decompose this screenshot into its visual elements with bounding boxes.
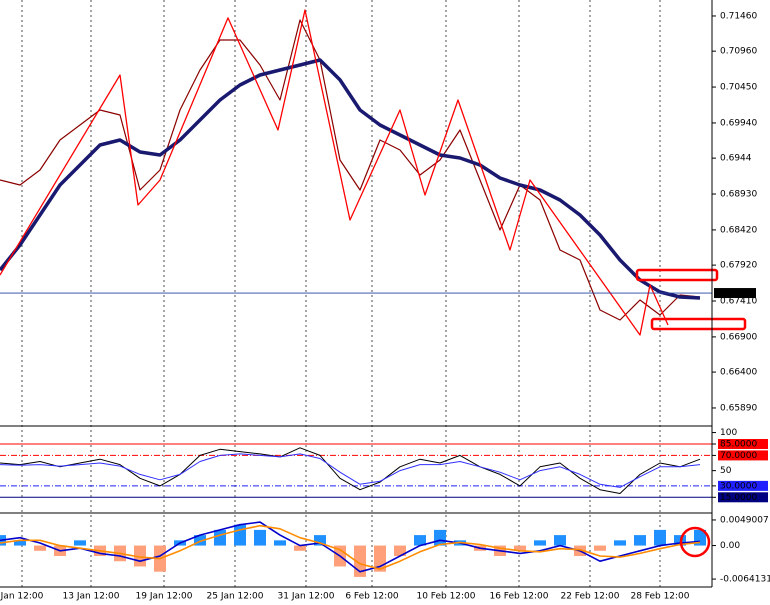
- annotation-circle: [679, 526, 711, 558]
- y-tick-label: 30.0000: [720, 481, 757, 491]
- x-tick-label: 10 Feb 12:00: [416, 592, 475, 602]
- y-tick-label: 0.65890: [720, 403, 757, 413]
- histogram-bar: [594, 545, 606, 551]
- series-line: [0, 521, 701, 573]
- level-label-box: [718, 492, 768, 503]
- histogram-bar: [34, 545, 46, 551]
- y-tick-label: 0.67410: [720, 296, 757, 306]
- y-tick-label: 0.68930: [720, 190, 757, 200]
- histogram-bar: [514, 545, 526, 551]
- y-tick-label: 0.0049007: [720, 515, 769, 525]
- histogram-bar: [394, 545, 406, 557]
- x-tick-label: 13 Jan 12:00: [63, 592, 120, 602]
- histogram-bar: [634, 535, 646, 546]
- y-tick-label: 0.66900: [720, 332, 757, 342]
- y-tick-label: -0.0064131: [720, 575, 770, 585]
- histogram-bar: [654, 529, 666, 546]
- x-tick-label: 28 Feb 12:00: [630, 592, 689, 602]
- series-line: [0, 447, 701, 494]
- histogram-bar: [294, 545, 306, 551]
- x-tick-label: 16 Feb 12:00: [489, 592, 548, 602]
- series-line: [0, 19, 701, 321]
- annotation-box: [635, 268, 719, 282]
- series-line: [0, 453, 701, 488]
- y-tick-label: 15.0000: [720, 493, 757, 503]
- annotation-box: [650, 317, 747, 331]
- y-tick-label: 0.67920: [720, 261, 757, 271]
- histogram-bar: [194, 535, 206, 546]
- level-label-box: [718, 438, 768, 449]
- y-tick-label: 0.69940: [720, 118, 757, 128]
- x-tick-label: 6 Feb 12:00: [345, 592, 399, 602]
- histogram-bar: [254, 529, 266, 546]
- histogram-bar: [274, 540, 286, 546]
- level-label-box: [718, 450, 768, 461]
- histogram-bar: [314, 535, 326, 546]
- series-line: [0, 9, 669, 336]
- y-tick-label: 0.68420: [720, 225, 757, 235]
- x-tick-label: Jan 12:00: [0, 592, 44, 602]
- histogram-bar: [234, 524, 246, 546]
- y-tick-label: 70.0000: [720, 451, 757, 461]
- series-line: [0, 58, 701, 300]
- y-tick-label: 100: [720, 428, 737, 438]
- level-label-box: [718, 480, 768, 491]
- x-tick-label: 25 Jan 12:00: [207, 592, 264, 602]
- histogram-bar: [214, 529, 226, 546]
- histogram-bar: [554, 535, 566, 546]
- y-tick-label: 0.6944: [720, 154, 752, 164]
- histogram-bar: [434, 529, 446, 546]
- y-tick-label: 0.71460: [720, 11, 757, 21]
- y-tick-label: 0.70450: [720, 83, 757, 93]
- histogram-bar: [14, 540, 26, 546]
- x-tick-label: 19 Jan 12:00: [136, 592, 193, 602]
- histogram-bar: [74, 540, 86, 546]
- histogram-bar: [534, 540, 546, 546]
- y-tick-label: 0.70960: [720, 47, 757, 57]
- x-tick-label: 22 Feb 12:00: [560, 592, 619, 602]
- x-tick-label: 31 Jan 12:00: [278, 592, 335, 602]
- y-tick-label: 0.00: [720, 541, 740, 551]
- histogram-bar: [614, 540, 626, 546]
- series-line: [0, 524, 701, 570]
- current-price-label: 0.67523: [716, 289, 753, 299]
- y-tick-label: 85.0000: [720, 439, 757, 449]
- current-price-box: [714, 288, 756, 299]
- y-tick-label: 50: [720, 466, 732, 476]
- histogram-bar: [414, 535, 426, 546]
- y-tick-label: 0.66400: [720, 368, 757, 378]
